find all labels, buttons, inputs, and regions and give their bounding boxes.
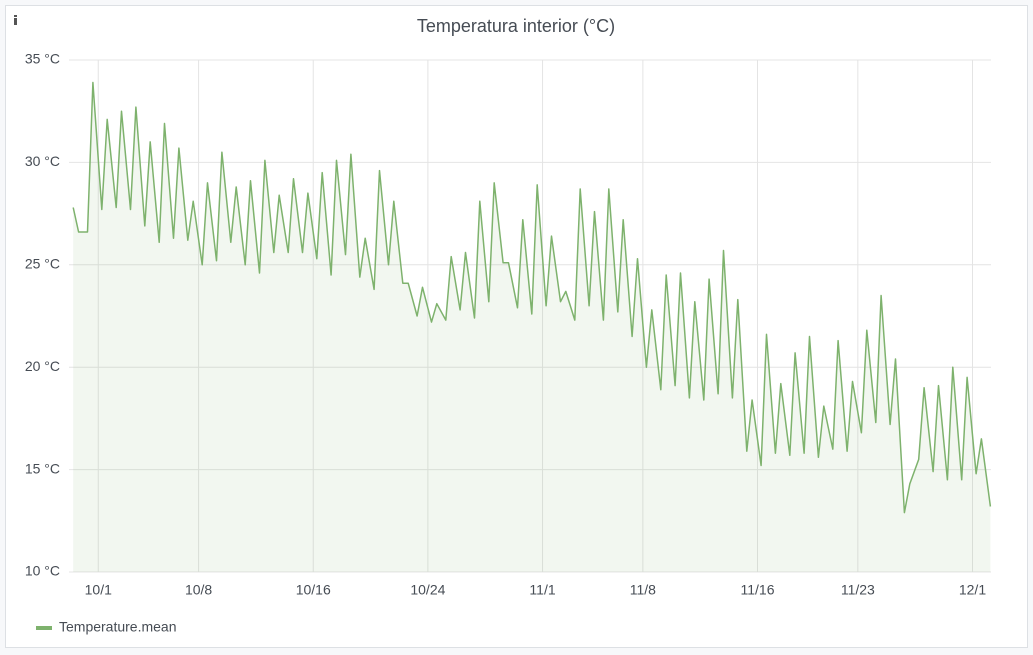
x-tick-label: 10/8 (185, 582, 212, 598)
x-tick-label: 10/24 (410, 582, 445, 598)
x-tick-label: 10/1 (85, 582, 112, 598)
area (73, 82, 991, 572)
info-icon (14, 15, 17, 25)
y-tick-label: 25 °C (25, 256, 60, 272)
legend-label: Temperature.mean (59, 619, 177, 635)
y-tick-label: 10 °C (25, 563, 60, 579)
x-tick-label: 11/16 (741, 582, 775, 598)
chart-title: Temperatura interior (°C) (417, 16, 615, 36)
x-tick-label: 11/8 (630, 582, 656, 598)
y-tick-label: 20 °C (25, 358, 60, 374)
panel-frame (5, 5, 1028, 648)
x-tick-label: 11/23 (841, 582, 875, 598)
x-tick-label: 12/1 (959, 582, 986, 598)
y-tick-label: 35 °C (25, 51, 60, 67)
x-tick-label: 11/1 (529, 582, 555, 598)
line (72, 81, 992, 514)
x-tick-label: 10/16 (296, 582, 331, 598)
y-tick-label: 15 °C (25, 460, 60, 476)
y-tick-label: 30 °C (25, 153, 60, 169)
